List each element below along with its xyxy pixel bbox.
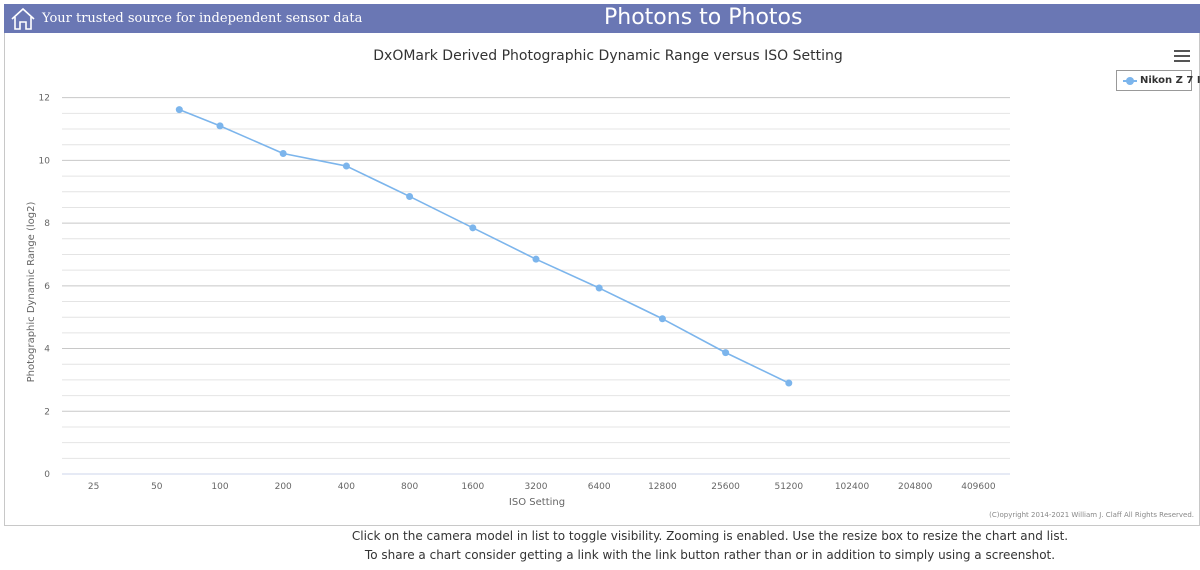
chart-title: DxOMark Derived Photographic Dynamic Ran… <box>373 48 842 64</box>
site-header: Your trusted source for independent sens… <box>4 4 1200 33</box>
x-tick-label: 51200 <box>774 482 803 492</box>
data-point[interactable] <box>469 224 477 232</box>
data-point[interactable] <box>406 192 414 200</box>
x-tick-label: 800 <box>401 482 418 492</box>
x-tick-label: 100 <box>211 482 228 492</box>
site-title: Photons to Photos <box>604 5 803 30</box>
data-point[interactable] <box>342 162 350 170</box>
x-tick-label: 409600 <box>961 482 996 492</box>
help-text-2: To share a chart consider getting a link… <box>364 548 1056 562</box>
data-point[interactable] <box>785 379 793 387</box>
x-tick-label: 200 <box>275 482 292 492</box>
x-axis-labels: 25 50 100 200 400 800 1600 3200 6400 12800 25600 51… <box>88 482 996 492</box>
x-tick-label: 102400 <box>835 482 870 492</box>
y-tick-label: 6 <box>44 282 50 292</box>
y-tick-label: 8 <box>44 219 50 229</box>
x-tick-label: 25 <box>88 482 99 492</box>
y-tick-label: 0 <box>44 470 50 480</box>
site-tagline: Your trusted source for independent sens… <box>42 11 363 26</box>
legend-marker-icon <box>1126 77 1134 85</box>
x-axis-title: ISO Setting <box>509 497 565 508</box>
data-point[interactable] <box>175 106 183 114</box>
home-icon[interactable] <box>10 7 36 31</box>
dynamic-range-chart[interactable]: DxOMark Derived Photographic Dynamic Ran… <box>0 0 1200 530</box>
chart-menu-icon[interactable] <box>1174 50 1190 64</box>
data-point[interactable] <box>595 284 603 292</box>
data-point[interactable] <box>216 122 224 130</box>
series-group[interactable] <box>175 106 793 387</box>
data-point[interactable] <box>722 349 730 357</box>
x-tick-label: 3200 <box>525 482 548 492</box>
y-tick-label: 2 <box>44 407 50 417</box>
y-tick-label: 10 <box>39 156 51 166</box>
x-tick-label: 1600 <box>461 482 484 492</box>
y-axis-labels: 0 2 4 6 8 10 12 <box>39 94 51 480</box>
y-tick-label: 4 <box>44 345 50 355</box>
x-tick-label: 50 <box>151 482 163 492</box>
data-point[interactable] <box>658 315 666 323</box>
y-axis-title: Photographic Dynamic Range (log2) <box>26 202 37 383</box>
data-point[interactable] <box>279 150 287 158</box>
help-text-1: Click on the camera model in list to tog… <box>351 529 1069 543</box>
x-tick-label: 12800 <box>648 482 677 492</box>
legend-label: Nikon Z 7 II <box>1140 75 1200 86</box>
legend-item-nikon-z7ii[interactable]: Nikon Z 7 II <box>1116 70 1200 91</box>
grid-lines <box>62 97 1010 475</box>
series-line[interactable] <box>179 108 790 384</box>
x-tick-label: 400 <box>338 482 355 492</box>
x-tick-label: 204800 <box>898 482 933 492</box>
y-tick-label: 12 <box>39 94 50 104</box>
x-tick-label: 6400 <box>588 482 611 492</box>
chart-credit[interactable]: (C)opyright 2014-2021 William J. Claff A… <box>989 511 1194 519</box>
chart-container[interactable] <box>4 33 1200 526</box>
x-tick-label: 25600 <box>711 482 740 492</box>
data-point[interactable] <box>532 255 540 263</box>
